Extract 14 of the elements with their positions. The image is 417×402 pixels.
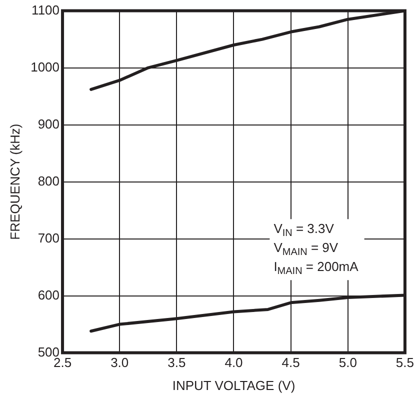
- y-axis-title: FREQUENCY (kHz): [7, 124, 22, 240]
- x-tick-label: 5.5: [396, 355, 414, 370]
- x-tick-label: 3.0: [110, 355, 129, 370]
- x-tick-label: 5.0: [338, 355, 357, 370]
- y-tick-label: 1100: [32, 2, 60, 18]
- x-tick-label: 4.0: [224, 355, 243, 370]
- y-tick-label: 700: [38, 230, 60, 246]
- x-tick-label: 4.5: [282, 355, 300, 370]
- y-tick-label: 600: [38, 287, 60, 302]
- x-axis-title: INPUT VOLTAGE (V): [172, 378, 296, 393]
- y-tick-label: 800: [38, 173, 60, 188]
- y-tick-label: 1000: [30, 59, 60, 74]
- x-tick-label: 3.5: [168, 355, 186, 370]
- y-tick-label: 900: [38, 116, 60, 132]
